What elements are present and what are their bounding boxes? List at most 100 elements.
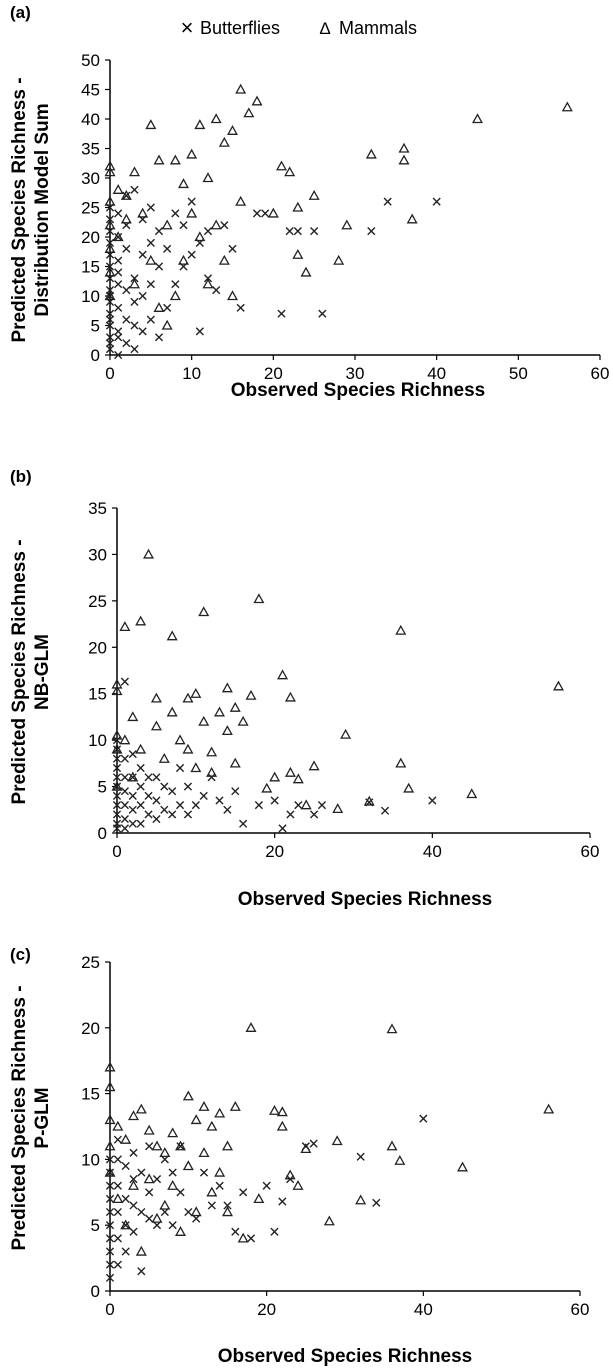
mammal-point	[104, 160, 116, 171]
panel-label-b: (b)	[10, 467, 32, 486]
y-axis-title-a-line2: Distribution Model Sum	[32, 103, 53, 316]
mammal-point	[127, 1110, 140, 1121]
mammal-point	[355, 1194, 367, 1205]
butterfly-point	[203, 274, 213, 283]
mammal-point	[128, 166, 141, 177]
butterfly-point	[168, 810, 177, 819]
mammal-point	[206, 766, 218, 777]
butterfly-point	[160, 805, 169, 814]
mammal-point	[206, 1120, 218, 1131]
y-tick-label: 30	[81, 169, 100, 188]
mammal-point	[398, 154, 410, 165]
mammal-point	[253, 1193, 265, 1204]
butterfly-point	[277, 309, 286, 318]
mammal-point	[210, 113, 222, 124]
mammal-point	[182, 1090, 194, 1101]
mammal-point	[398, 142, 410, 153]
mammal-point	[221, 1206, 234, 1217]
mammal-point	[153, 154, 165, 165]
x-tick-label: 40	[414, 1300, 433, 1319]
mammal-point	[284, 1169, 296, 1180]
butterfly-point	[105, 1221, 115, 1230]
x-tick-label: 20	[264, 364, 283, 383]
mammal-point	[159, 1199, 171, 1210]
butterfly-point	[121, 1221, 130, 1230]
mammal-point	[395, 757, 407, 768]
butterfly-point	[192, 1214, 201, 1223]
butterfly-point	[160, 782, 169, 791]
mammal-point	[292, 1179, 304, 1190]
mammal-point	[137, 207, 149, 218]
mammal-point	[151, 1140, 163, 1151]
butterfly-point	[105, 1168, 115, 1177]
butterfly-point	[130, 185, 139, 194]
butterfly-point	[212, 286, 221, 295]
mammal-point	[182, 743, 194, 754]
mammal-point	[253, 593, 265, 604]
y-tick-label: 20	[81, 228, 100, 247]
mammal-point	[104, 1166, 116, 1177]
axis-ticks-c: 0 5 10 15 20 25 0 20 40 60	[81, 953, 589, 1319]
butterfly-point	[112, 773, 122, 782]
butterfly-point	[199, 1168, 209, 1177]
butterfly-point	[136, 782, 145, 791]
mammal-point	[158, 752, 170, 763]
butterfly-point	[105, 309, 115, 318]
mammal-point	[111, 780, 123, 791]
mammal-point	[127, 711, 139, 722]
butterfly-point	[120, 824, 129, 833]
mammal-point	[135, 615, 147, 626]
axis-ticks-a: 0 5 10 15 20 25 30 35 40 45 50 0 10 20 30 40 50 60	[81, 51, 609, 383]
butterfly-point	[176, 1142, 185, 1151]
butterfly-point	[113, 1207, 122, 1217]
mammal-point	[174, 1226, 187, 1236]
mammal-point	[104, 195, 116, 206]
x-axis-title-b: Observed Species Richness	[238, 889, 493, 910]
mammal-point	[292, 248, 304, 259]
mammal-point	[169, 290, 181, 301]
data-points-b	[111, 548, 564, 833]
butterfly-point	[179, 221, 188, 230]
y-tick-label: 10	[88, 731, 107, 750]
y-tick-label: 10	[81, 287, 100, 306]
butterfly-point	[270, 796, 279, 805]
butterfly-point	[239, 819, 248, 828]
mammal-point	[331, 1135, 343, 1146]
mammal-point	[143, 1173, 155, 1184]
mammal-point	[268, 1104, 281, 1115]
butterfly-point	[113, 1234, 122, 1243]
mammal-point	[161, 219, 173, 230]
butterfly-point	[144, 810, 153, 819]
mammal-point	[221, 725, 233, 736]
y-axis-title-b-line2: NB-GLM	[32, 634, 53, 710]
butterfly-point	[130, 345, 139, 354]
butterfly-point	[105, 262, 115, 271]
mammal-point	[120, 1133, 132, 1144]
mammal-point	[214, 1107, 226, 1118]
mammal-point	[104, 1140, 116, 1151]
mammal-point	[182, 692, 194, 703]
y-tick-label: 20	[81, 1019, 100, 1038]
butterfly-point	[105, 1181, 115, 1190]
mammal-point	[111, 678, 123, 689]
mammal-point	[214, 1166, 226, 1177]
x-tick-label: 30	[346, 364, 365, 383]
mammal-point	[300, 799, 312, 810]
butterfly-point	[105, 1234, 115, 1243]
butterfly-point	[187, 250, 196, 259]
butterfly-point	[114, 268, 123, 277]
mammal-point	[194, 119, 206, 130]
butterfly-point	[145, 1214, 154, 1223]
mammal-point	[167, 1179, 179, 1190]
butterfly-point	[246, 1234, 256, 1243]
y-tick-label: 35	[81, 140, 100, 159]
legend-mammals-label: Mammals	[339, 18, 417, 38]
mammal-point	[406, 213, 418, 224]
mammal-point	[198, 606, 210, 617]
butterfly-point	[239, 1188, 248, 1197]
y-tick-label: 10	[81, 1150, 100, 1169]
butterfly-point	[154, 333, 164, 342]
mammal-point	[120, 213, 132, 224]
butterfly-point	[114, 209, 123, 218]
x-tick-label: 60	[581, 842, 600, 861]
